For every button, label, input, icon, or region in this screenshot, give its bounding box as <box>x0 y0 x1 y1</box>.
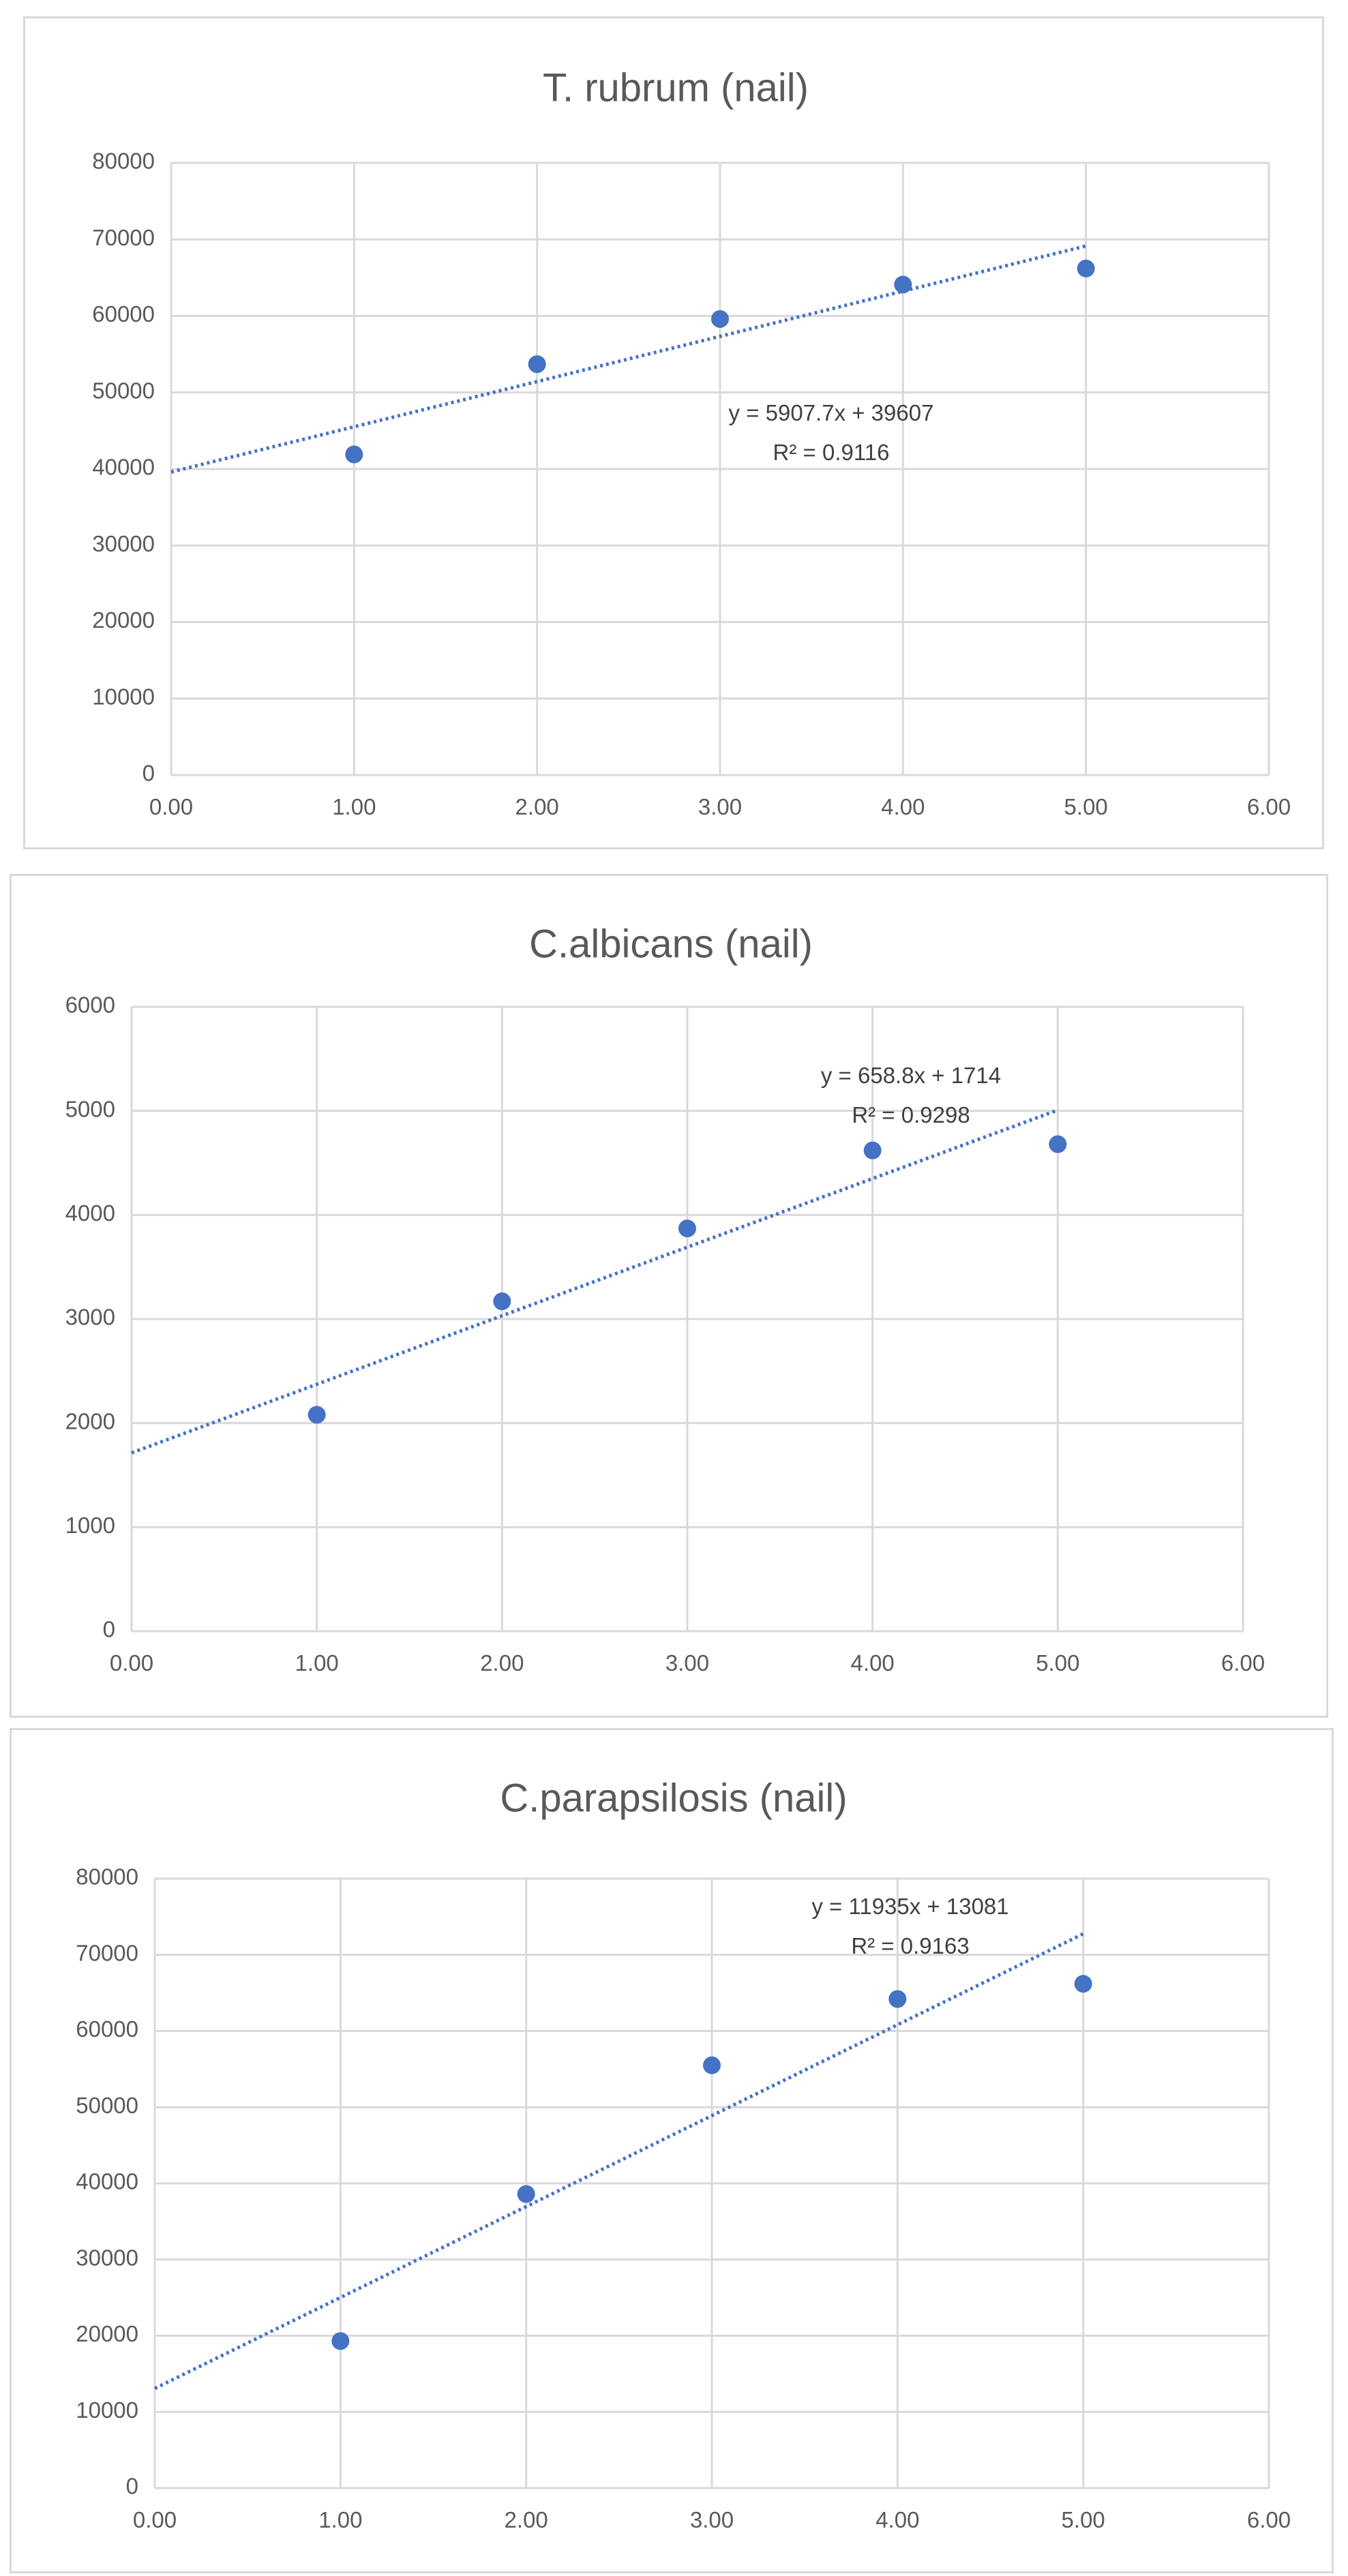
x-tick-label: 6.00 <box>1221 1650 1265 1676</box>
data-point <box>863 1141 882 1160</box>
y-tick-label: 0 <box>126 2474 138 2499</box>
y-tick-label: 30000 <box>76 2245 138 2270</box>
trendline-equation: y = 658.8x + 1714 <box>821 1063 1001 1088</box>
y-tick-label: 70000 <box>76 1940 138 1965</box>
x-tick-label: 5.00 <box>1062 2507 1105 2532</box>
x-tick-label: 4.00 <box>875 2507 919 2532</box>
data-point <box>517 2185 535 2203</box>
y-tick-label: 60000 <box>76 2016 138 2042</box>
y-tick-label: 20000 <box>92 607 155 633</box>
y-tick-label: 2000 <box>65 1408 115 1434</box>
scatter-chart-t-rubrum: T. rubrum (nail) 0.00 1.00 2.00 3.00 4.00 5.00… <box>92 65 1291 819</box>
x-tick-label: 5.00 <box>1064 794 1108 819</box>
data-point <box>1077 259 1095 277</box>
x-tick-label: 3.00 <box>665 1650 709 1676</box>
x-tick-label: 2.00 <box>480 1650 524 1676</box>
y-tick-label: 70000 <box>92 225 155 250</box>
y-tick-label: 5000 <box>65 1096 115 1121</box>
y-tick-label: 1000 <box>65 1513 115 1538</box>
y-tick-label: 20000 <box>76 2321 138 2346</box>
x-tick-label: 3.00 <box>698 794 742 819</box>
x-tick-label: 0.00 <box>110 1650 153 1676</box>
r-squared-label: R² = 0.9298 <box>852 1102 970 1127</box>
y-tick-label: 10000 <box>92 684 155 709</box>
y-tick-label: 80000 <box>76 1864 138 1890</box>
data-point <box>528 355 546 374</box>
chart-panel-t-rubrum: T. rubrum (nail) 0.00 1.00 2.00 3.00 4.00 5.00… <box>23 16 1324 849</box>
y-tick-label: 6000 <box>65 992 115 1018</box>
y-tick-label: 0 <box>103 1617 115 1642</box>
trendline-equation: y = 5907.7x + 39607 <box>729 400 934 425</box>
x-tick-label: 0.00 <box>133 2507 177 2532</box>
x-tick-label: 2.00 <box>505 2507 548 2532</box>
r-squared-label: R² = 0.9116 <box>773 440 890 465</box>
chart-panel-c-albicans: C.albicans (nail) 0.00 1.00 2.00 3.00 4.00 5.0… <box>10 874 1328 1718</box>
data-point <box>331 2332 350 2350</box>
data-point <box>1074 1975 1092 1993</box>
data-point <box>894 275 912 294</box>
data-point <box>345 445 363 464</box>
y-tick-label: 80000 <box>92 149 155 174</box>
chart-title: C.parapsilosis (nail) <box>500 1776 847 1820</box>
y-tick-label: 3000 <box>65 1305 115 1330</box>
y-tick-label: 4000 <box>65 1200 115 1226</box>
y-tick-label: 50000 <box>92 378 155 403</box>
trendline <box>170 244 1087 474</box>
y-tick-label: 50000 <box>76 2093 138 2118</box>
y-tick-label: 10000 <box>76 2397 138 2423</box>
chart-title: C.albicans (nail) <box>529 922 813 966</box>
data-point <box>888 1990 907 2008</box>
trendline <box>153 1932 1084 2391</box>
x-tick-label: 2.00 <box>515 794 559 819</box>
chart-title: T. rubrum (nail) <box>543 65 809 110</box>
scatter-chart-c-albicans: C.albicans (nail) 0.00 1.00 2.00 3.00 4.00 5.0… <box>65 922 1265 1676</box>
y-tick-label: 0 <box>143 761 155 786</box>
data-point <box>703 2056 721 2074</box>
x-tick-label: 6.00 <box>1247 2507 1291 2532</box>
x-tick-label: 1.00 <box>318 2507 362 2532</box>
x-tick-label: 4.00 <box>881 794 925 819</box>
y-tick-label: 60000 <box>92 301 155 327</box>
x-tick-label: 3.00 <box>690 2507 734 2532</box>
y-tick-label: 30000 <box>92 531 155 556</box>
data-point <box>1049 1135 1067 1153</box>
x-tick-label: 4.00 <box>851 1650 895 1676</box>
trendline-equation: y = 11935x + 13081 <box>811 1894 1008 1919</box>
x-tick-label: 0.00 <box>149 794 193 819</box>
x-tick-label: 1.00 <box>295 1650 339 1676</box>
data-point <box>711 309 729 328</box>
data-point <box>678 1219 696 1238</box>
data-point <box>493 1292 511 1311</box>
trendline <box>131 1108 1059 1455</box>
x-tick-label: 5.00 <box>1036 1650 1079 1676</box>
chart-panel-c-parapsilosis: C.parapsilosis (nail) 0.00 1.00 2.00 3.00 4.0… <box>10 1728 1334 2573</box>
x-tick-label: 6.00 <box>1247 794 1291 819</box>
y-tick-label: 40000 <box>92 455 155 480</box>
r-squared-label: R² = 0.9163 <box>851 1933 969 1958</box>
data-point <box>308 1406 326 1424</box>
y-tick-label: 40000 <box>76 2169 138 2194</box>
scatter-chart-c-parapsilosis: C.parapsilosis (nail) 0.00 1.00 2.00 3.00 4.0… <box>76 1776 1291 2532</box>
x-tick-label: 1.00 <box>332 794 376 819</box>
